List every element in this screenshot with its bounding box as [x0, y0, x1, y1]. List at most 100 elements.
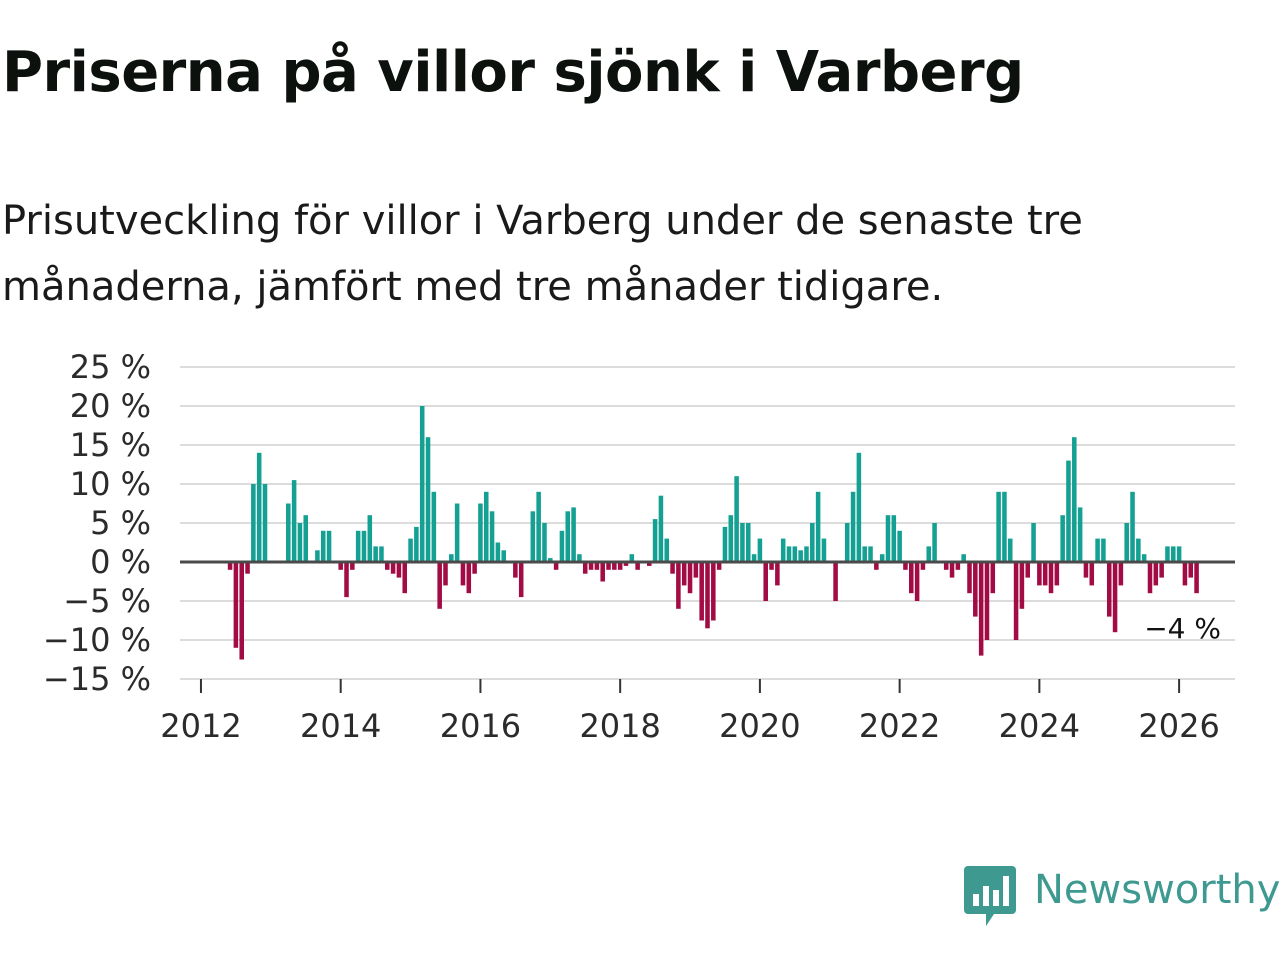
- bar: [664, 538, 670, 562]
- bar: [1130, 491, 1135, 562]
- bar: [658, 495, 664, 562]
- bar: [431, 491, 437, 562]
- bar: [978, 562, 984, 656]
- bar: [1002, 491, 1007, 562]
- bar: [629, 554, 635, 562]
- x-tick-label: 2018: [579, 707, 660, 745]
- x-axis-tick-labels: 2012 2014 2016 2018 2020 2022 2024 2026: [160, 679, 1220, 745]
- bar: [1124, 523, 1129, 562]
- bar: [291, 480, 297, 562]
- bar: [565, 511, 571, 562]
- bar: [1159, 562, 1164, 578]
- bar: [711, 562, 716, 621]
- bar: [868, 546, 873, 562]
- bar: [1141, 554, 1147, 562]
- bar: [716, 562, 722, 570]
- bar: [961, 554, 966, 562]
- bar: [262, 484, 268, 562]
- bar: [594, 562, 600, 570]
- bar: [1089, 562, 1095, 586]
- bar: [1037, 562, 1042, 586]
- bar: [973, 562, 978, 617]
- bar: [396, 562, 402, 578]
- y-tick-label: 0 %: [90, 543, 151, 581]
- page-title: Priserna på villor sjönk i Varberg: [2, 40, 1024, 105]
- bar: [693, 562, 699, 578]
- bar: [315, 550, 320, 562]
- bar: [286, 503, 291, 562]
- bar: [821, 538, 827, 562]
- bar: [495, 542, 501, 562]
- bar-chart-speech-bubble-icon: [964, 866, 1016, 926]
- bar: [385, 562, 390, 570]
- bar: [571, 507, 576, 562]
- bar: [903, 562, 908, 570]
- bar: [745, 523, 751, 562]
- bar: [513, 562, 518, 578]
- bar: [1165, 546, 1170, 562]
- y-tick-label: −15 %: [43, 660, 151, 698]
- y-axis-tick-labels: 25 %20 %15 %10 %5 %0 %−5 %−10 %−15 %: [43, 348, 151, 698]
- bar: [874, 562, 879, 570]
- bar: [635, 562, 640, 570]
- page-subtitle: Prisutveckling för villor i Varberg unde…: [2, 198, 1083, 310]
- bar: [402, 562, 408, 594]
- bar: [670, 562, 675, 574]
- bar: [1019, 562, 1025, 609]
- bar: [792, 546, 798, 562]
- bar: [588, 562, 594, 570]
- bar: [454, 503, 460, 562]
- bar: [1007, 538, 1013, 562]
- bar: [600, 562, 605, 582]
- bar: [542, 523, 547, 562]
- bar: [1101, 538, 1106, 562]
- bar: [233, 562, 239, 648]
- bar: [1025, 562, 1030, 578]
- bar: [757, 538, 763, 562]
- axes: [180, 560, 1235, 680]
- bar: [582, 562, 588, 574]
- bar: [483, 491, 489, 562]
- bar: [815, 491, 821, 562]
- y-tick-label: 10 %: [70, 465, 151, 503]
- bar: [687, 562, 693, 594]
- bar: [320, 530, 326, 562]
- bar: [850, 491, 856, 562]
- x-tick-label: 2014: [300, 707, 381, 745]
- bar: [577, 554, 582, 562]
- bar: [1147, 562, 1153, 594]
- bar: [920, 562, 926, 570]
- bar: [1066, 460, 1071, 562]
- bar: [740, 523, 745, 562]
- bar: [1106, 562, 1112, 617]
- bar: [926, 546, 932, 562]
- bar: [1171, 546, 1176, 562]
- bar: [1112, 562, 1118, 633]
- bar: [949, 562, 955, 578]
- bar: [909, 562, 914, 594]
- bar: [1031, 523, 1036, 562]
- bar: [810, 523, 815, 562]
- bar: [862, 546, 867, 562]
- bar: [833, 562, 838, 601]
- bar: [996, 491, 1001, 562]
- bar: [612, 562, 617, 570]
- bar: [914, 562, 920, 601]
- bar: [425, 437, 431, 562]
- bar: [1118, 562, 1124, 586]
- bar: [553, 562, 559, 570]
- bar: [728, 515, 734, 562]
- bar: [1083, 562, 1089, 578]
- bar: [338, 562, 343, 570]
- bar: [885, 515, 891, 562]
- bar: [355, 530, 361, 562]
- bar: [466, 562, 472, 594]
- bar: [722, 526, 728, 562]
- bar: [775, 562, 780, 586]
- bar: [1095, 538, 1100, 562]
- last-value-label: −4 %: [1144, 612, 1221, 645]
- bar: [804, 546, 809, 562]
- x-tick-label: 2020: [719, 707, 800, 745]
- bar: [844, 523, 850, 562]
- bar: [1013, 562, 1019, 640]
